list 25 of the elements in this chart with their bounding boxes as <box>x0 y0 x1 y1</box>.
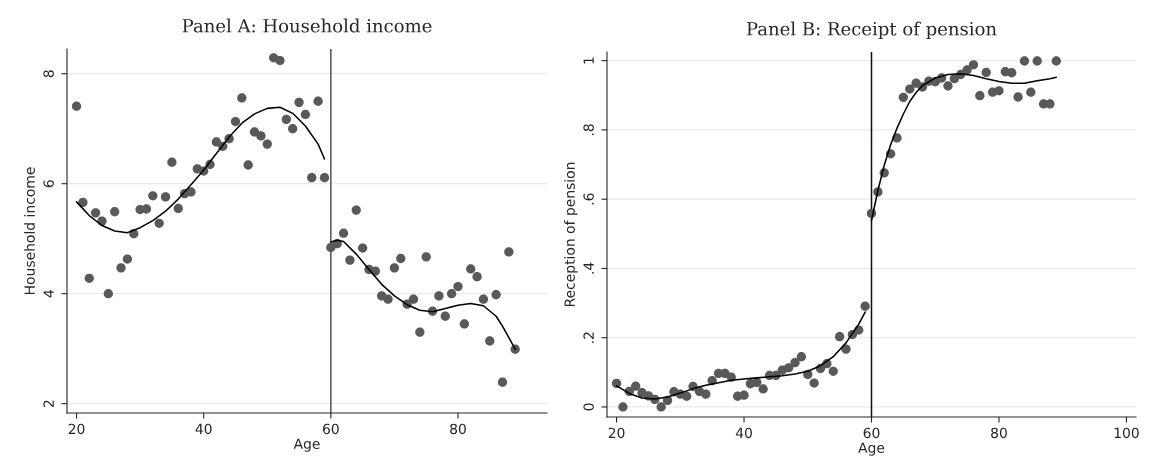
y-tick-label: 6 <box>43 180 54 188</box>
y-tick-label: 0 <box>583 403 594 411</box>
x-axis-title: Age <box>858 442 885 456</box>
y-tick-label: .6 <box>583 193 594 205</box>
x-tick-label: 20 <box>608 427 625 439</box>
x-tick-label: 60 <box>322 423 339 435</box>
y-tick-label: 2 <box>43 400 54 408</box>
x-axis-title: Age <box>293 438 320 452</box>
x-tick-label: 40 <box>735 427 752 439</box>
x-tick-label: 40 <box>195 423 212 435</box>
chart-title: Panel A: Household income <box>182 18 432 33</box>
y-tick-label: 4 <box>43 290 54 298</box>
y-axis-title: Household income <box>24 167 35 295</box>
y-tick-label: .8 <box>583 124 594 136</box>
y-axis-title: Reception of pension <box>564 162 578 307</box>
x-tick-label: 20 <box>68 423 85 435</box>
y-tick-label: .2 <box>583 332 594 343</box>
y-tick-label: 1 <box>583 57 594 64</box>
y-tick-label: 8 <box>43 70 54 78</box>
x-tick-label: 100 <box>1114 427 1139 439</box>
x-tick-label: 80 <box>450 423 466 435</box>
y-tick-label: .4 <box>583 262 594 274</box>
chart-title: Panel B: Receipt of pension <box>746 21 997 40</box>
x-tick-label: 60 <box>863 427 880 439</box>
x-tick-label: 80 <box>991 427 1007 439</box>
